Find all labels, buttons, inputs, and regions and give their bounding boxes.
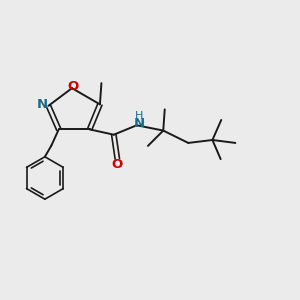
Text: H: H bbox=[135, 110, 143, 121]
Text: N: N bbox=[134, 117, 145, 130]
Text: O: O bbox=[68, 80, 79, 93]
Text: N: N bbox=[36, 98, 47, 111]
Text: O: O bbox=[112, 158, 123, 171]
